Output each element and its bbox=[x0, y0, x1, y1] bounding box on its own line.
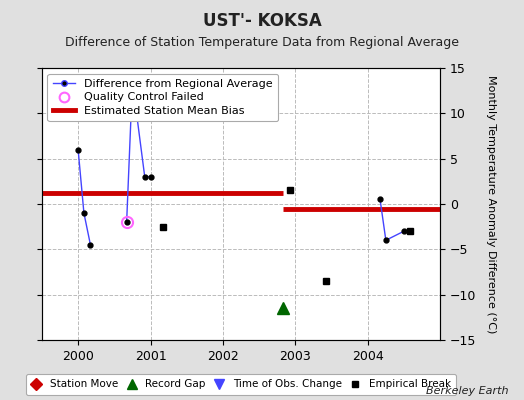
Text: Berkeley Earth: Berkeley Earth bbox=[426, 386, 508, 396]
Y-axis label: Monthly Temperature Anomaly Difference (°C): Monthly Temperature Anomaly Difference (… bbox=[486, 75, 496, 333]
Legend: Station Move, Record Gap, Time of Obs. Change, Empirical Break: Station Move, Record Gap, Time of Obs. C… bbox=[26, 374, 456, 395]
Text: UST'- KOKSA: UST'- KOKSA bbox=[203, 12, 321, 30]
Text: Difference of Station Temperature Data from Regional Average: Difference of Station Temperature Data f… bbox=[65, 36, 459, 49]
